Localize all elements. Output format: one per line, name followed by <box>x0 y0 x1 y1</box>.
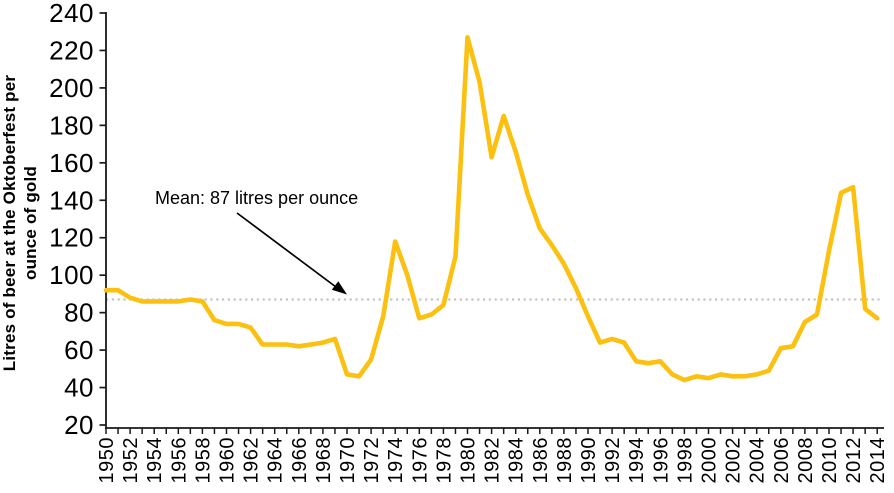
mean-annotation-arrow-shaft <box>236 212 337 288</box>
x-tick-label: 2008 <box>795 437 817 484</box>
y-tick-label: 80 <box>64 298 94 328</box>
x-tick-label: 2012 <box>843 437 865 484</box>
x-tick-label: 2000 <box>699 437 721 484</box>
x-tick-label: 2004 <box>747 437 769 484</box>
data-line-beer-per-ounce-of-gold <box>103 34 880 383</box>
x-tick-label: 1976 <box>409 437 431 484</box>
x-tick-label: 1998 <box>674 437 696 484</box>
x-tick-label: 1966 <box>289 437 311 484</box>
x-tick-label: 1952 <box>120 437 142 484</box>
x-tick-label: 1956 <box>168 437 190 484</box>
x-tick-label: 1950 <box>96 437 118 484</box>
y-tick-label: 140 <box>49 185 94 215</box>
x-tick-label: 2010 <box>819 437 841 484</box>
x-tick-label: 1982 <box>482 437 504 484</box>
y-tick-label: 100 <box>49 260 94 290</box>
y-tick-label: 240 <box>49 0 94 28</box>
x-tick-label: 1954 <box>144 437 166 484</box>
y-tick-label: 60 <box>64 335 94 365</box>
x-tick-label: 1984 <box>506 437 528 484</box>
x-tick-label: 1974 <box>385 437 407 484</box>
x-tick-label: 1962 <box>241 437 263 484</box>
y-tick-label: 20 <box>64 410 94 440</box>
x-tick-label: 1996 <box>650 437 672 484</box>
x-tick-label: 2002 <box>723 437 745 484</box>
mean-annotation-arrowhead <box>331 281 347 295</box>
y-tick-label: 220 <box>49 35 94 65</box>
y-tick-label: 40 <box>64 373 94 403</box>
x-tick-label: 1960 <box>217 437 239 484</box>
x-axis-ticks: 1950 1952 1954 1956 1958 1960 1962 1964 1966 1968… <box>96 428 889 484</box>
x-tick-label: 1958 <box>192 437 214 484</box>
y-tick-label: 160 <box>49 148 94 178</box>
x-tick-label: 1990 <box>578 437 600 484</box>
y-tick-label: 180 <box>49 110 94 140</box>
x-tick-label: 1972 <box>361 437 383 484</box>
x-tick-label: 1992 <box>602 437 624 484</box>
mean-annotation-label: Mean: 87 litres per ounce <box>155 188 358 208</box>
y-axis-title-line-1: Litres of beer at the Oktoberfest per <box>0 75 19 372</box>
x-tick-label: 1970 <box>337 437 359 484</box>
x-tick-label: 1994 <box>626 437 648 484</box>
x-tick-label: 1964 <box>265 437 287 484</box>
x-tick-label: 1968 <box>313 437 335 484</box>
y-tick-label: 200 <box>49 73 94 103</box>
x-tick-label: 2014 <box>867 437 889 484</box>
x-tick-label: 2006 <box>771 437 793 484</box>
y-tick-label: 120 <box>49 223 94 253</box>
x-tick-label: 1978 <box>433 437 455 484</box>
y-axis-title-line-2: ounce of gold <box>21 166 40 280</box>
y-axis-ticks: 20 40 60 80 100 120 140 160 180 200 220 240 <box>49 0 106 440</box>
x-tick-label: 1988 <box>554 437 576 484</box>
x-tick-label: 1980 <box>458 437 480 484</box>
x-tick-label: 1986 <box>530 437 552 484</box>
